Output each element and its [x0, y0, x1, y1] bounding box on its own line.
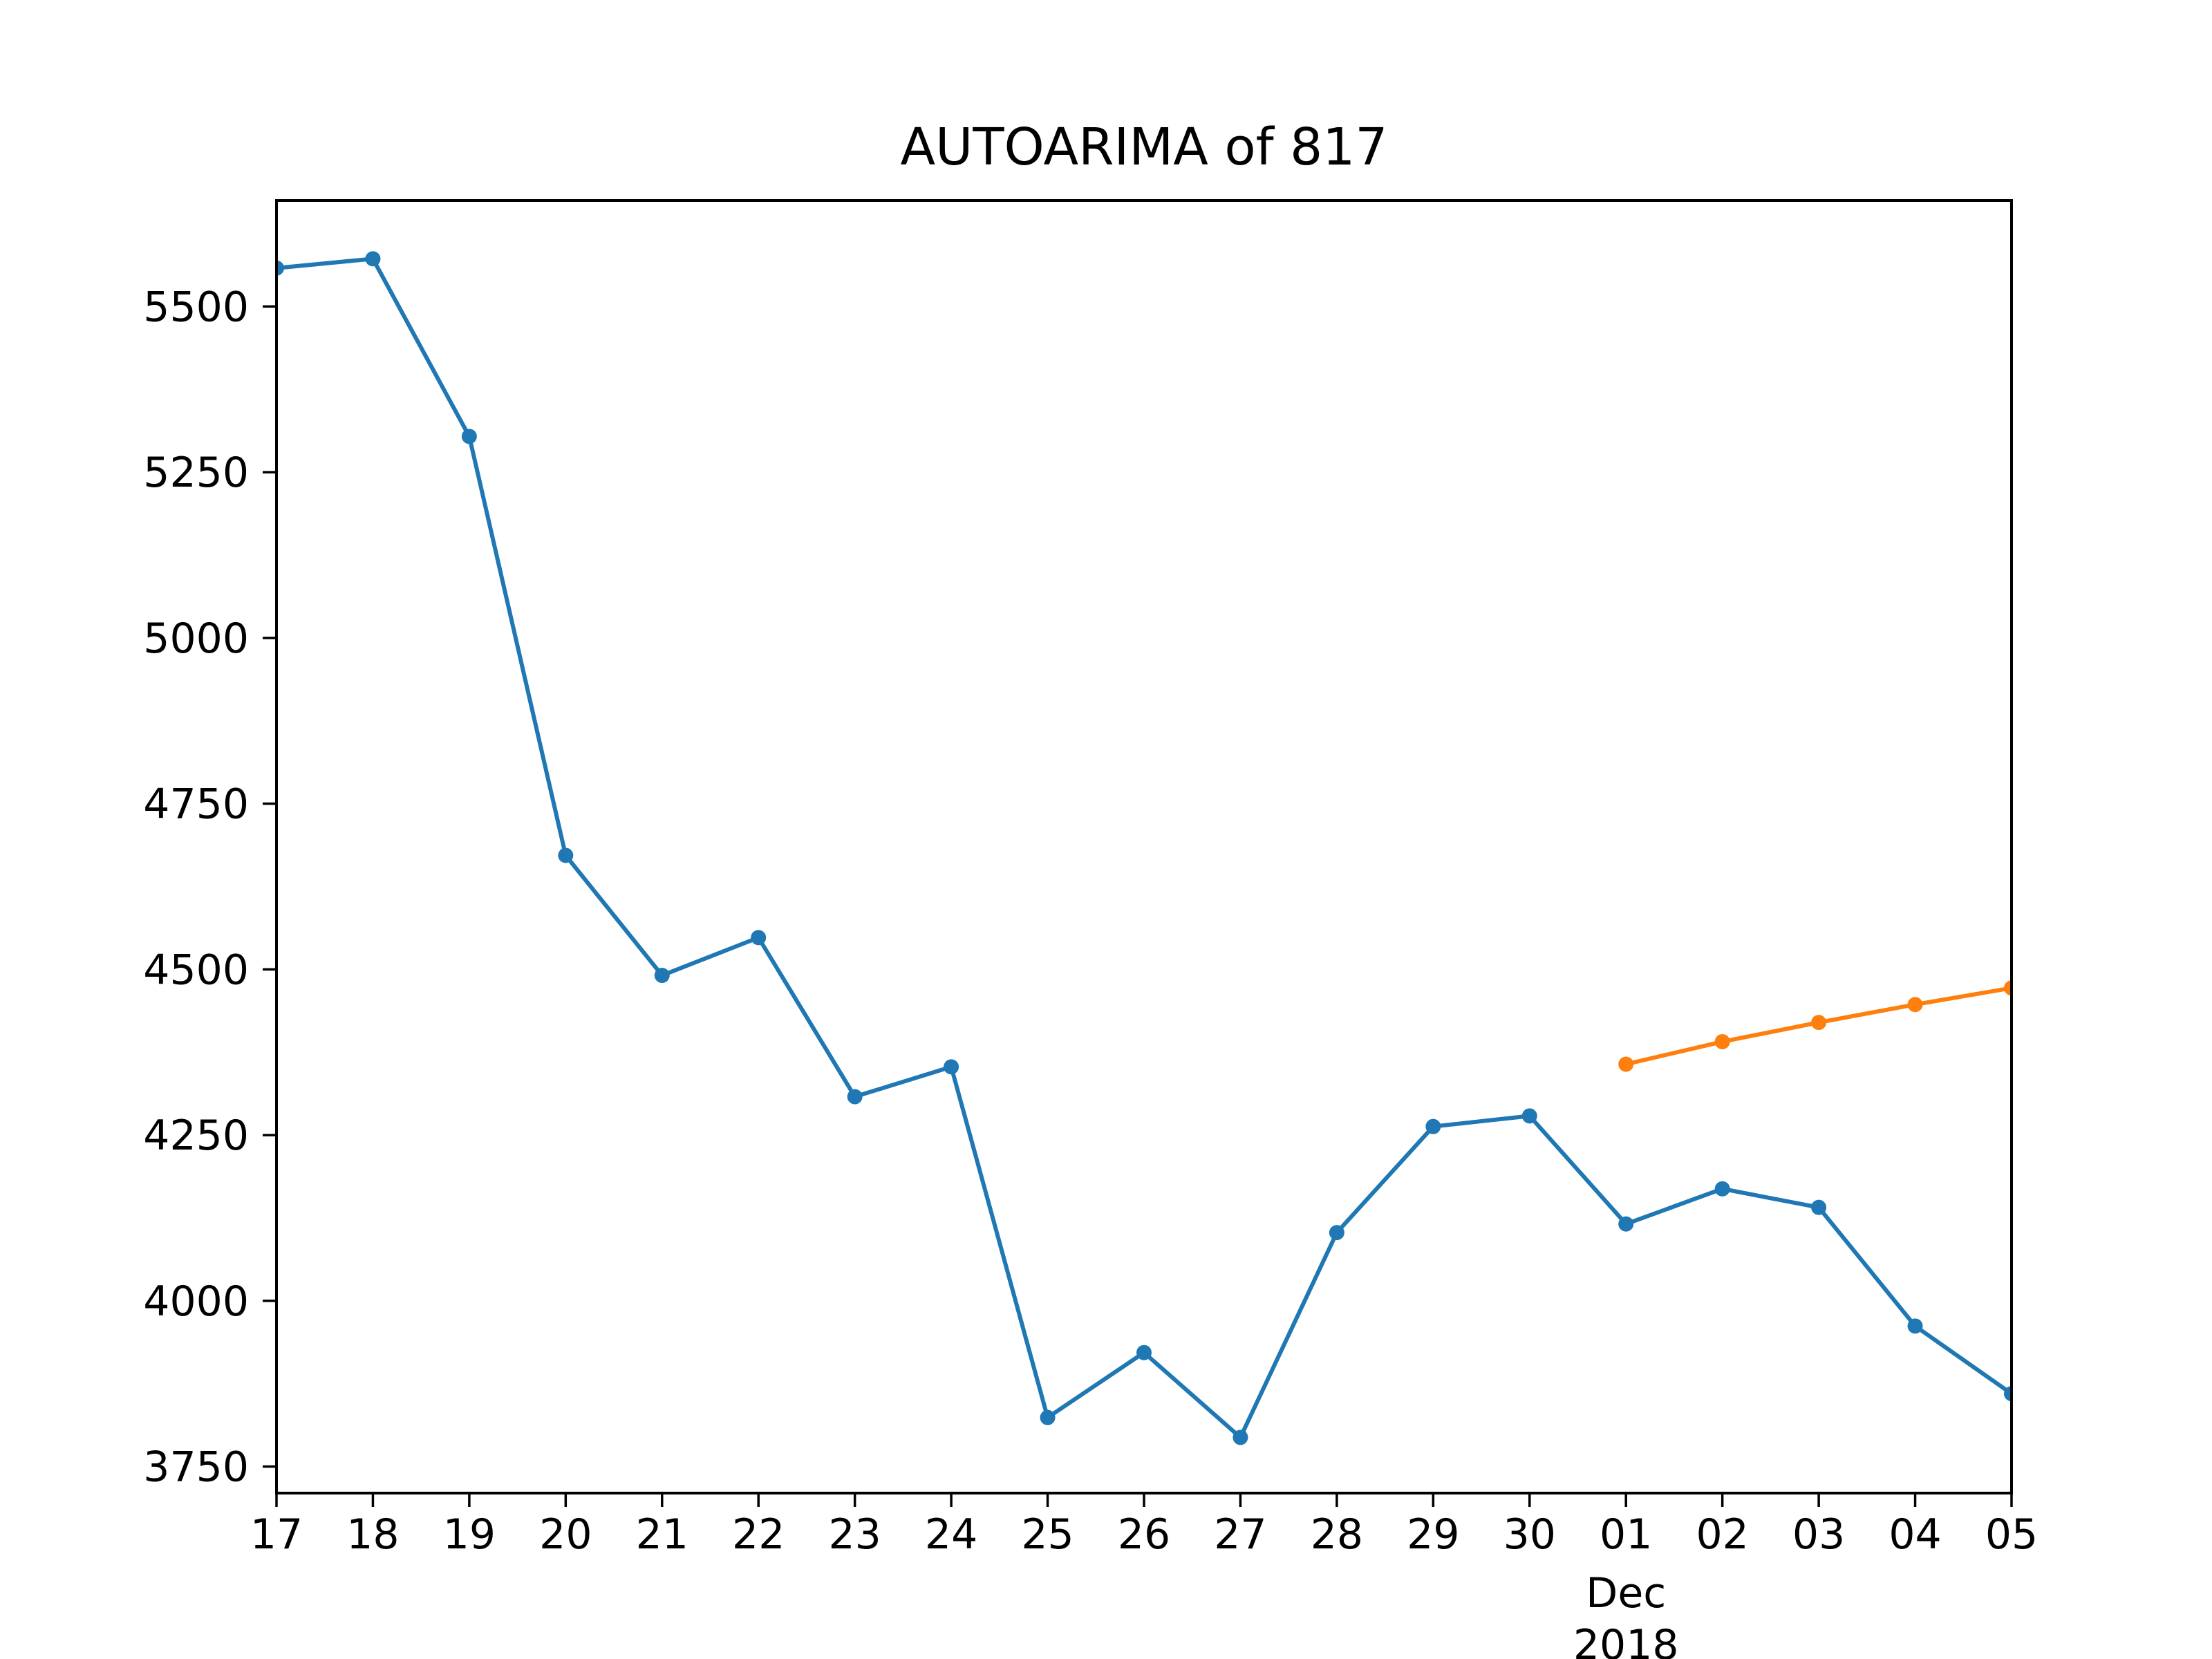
series-1-point: [461, 429, 477, 444]
y-tick-label: 5000: [143, 615, 249, 663]
x-tick-label: 24: [925, 1510, 977, 1559]
series-1-point: [1040, 1409, 1056, 1425]
x-tick-label: 05: [1985, 1510, 2038, 1559]
y-axis: 3750 4000 4250 4500 4750 5000 5250 5500: [143, 283, 276, 1492]
series-1-point: [1329, 1225, 1344, 1241]
series-1-point: [1521, 1108, 1537, 1124]
y-tick-label: 5500: [143, 283, 249, 331]
x-tick-label: 18: [346, 1510, 399, 1559]
series-1-point: [1907, 1318, 1923, 1334]
series-1-point: [1232, 1430, 1248, 1445]
series-1-point: [1811, 1199, 1827, 1215]
series-1-point: [1618, 1216, 1634, 1232]
y-tick-label: 4000: [143, 1277, 249, 1326]
x-tick-label: 01: [1600, 1510, 1652, 1559]
series-1-point: [751, 930, 767, 946]
x-tick-label: 04: [1888, 1510, 1941, 1559]
x-tick-label: 29: [1407, 1510, 1459, 1559]
series-2-point: [1714, 1033, 1730, 1049]
x-axis: Dec 2018 17 18 19 20 21 22 23 24 25 26 27 28 29 30 01 0…: [250, 1493, 2038, 1659]
x-axis-year-label: 2018: [1573, 1621, 1679, 1659]
x-tick-label: 25: [1021, 1510, 1074, 1559]
series-1-point: [2004, 1386, 2012, 1402]
series-1-point: [944, 1059, 959, 1075]
series-2-point: [1811, 1015, 1827, 1031]
series-2-point: [2004, 980, 2012, 996]
x-tick-label: 23: [828, 1510, 881, 1559]
y-tick-label: 5250: [143, 449, 249, 497]
x-tick-label: 02: [1696, 1510, 1748, 1559]
x-tick-label: 20: [539, 1510, 592, 1559]
x-tick-label: 26: [1118, 1510, 1170, 1559]
x-tick-label: 21: [636, 1510, 688, 1559]
x-tick-label: 28: [1311, 1510, 1363, 1559]
series-1-point: [1136, 1344, 1152, 1360]
series-1-point: [654, 968, 670, 984]
x-tick-label: 30: [1503, 1510, 1556, 1559]
series-1-point: [365, 251, 381, 267]
x-tick-label: 19: [443, 1510, 496, 1559]
series-1-point: [847, 1089, 863, 1105]
series-1-point: [276, 260, 284, 276]
plot-area: [276, 251, 2012, 1445]
series-1-point: [1714, 1181, 1730, 1197]
x-tick-label: 27: [1214, 1510, 1266, 1559]
chart-title: AUTOARIMA of 817: [901, 118, 1388, 177]
x-tick-label: 22: [732, 1510, 785, 1559]
x-tick-label: 17: [250, 1510, 303, 1559]
x-axis-month-label: Dec: [1586, 1569, 1666, 1618]
y-tick-label: 4750: [143, 780, 249, 829]
series-1-point: [558, 847, 574, 863]
axes-frame: [275, 199, 2013, 1494]
y-tick-label: 4500: [143, 946, 249, 994]
series-1-point: [1425, 1118, 1441, 1134]
series-2-point: [1618, 1056, 1634, 1072]
y-tick-label: 4250: [143, 1112, 249, 1160]
series-2-point: [1907, 997, 1923, 1013]
y-tick-label: 3750: [143, 1443, 249, 1492]
x-tick-label: 03: [1792, 1510, 1845, 1559]
